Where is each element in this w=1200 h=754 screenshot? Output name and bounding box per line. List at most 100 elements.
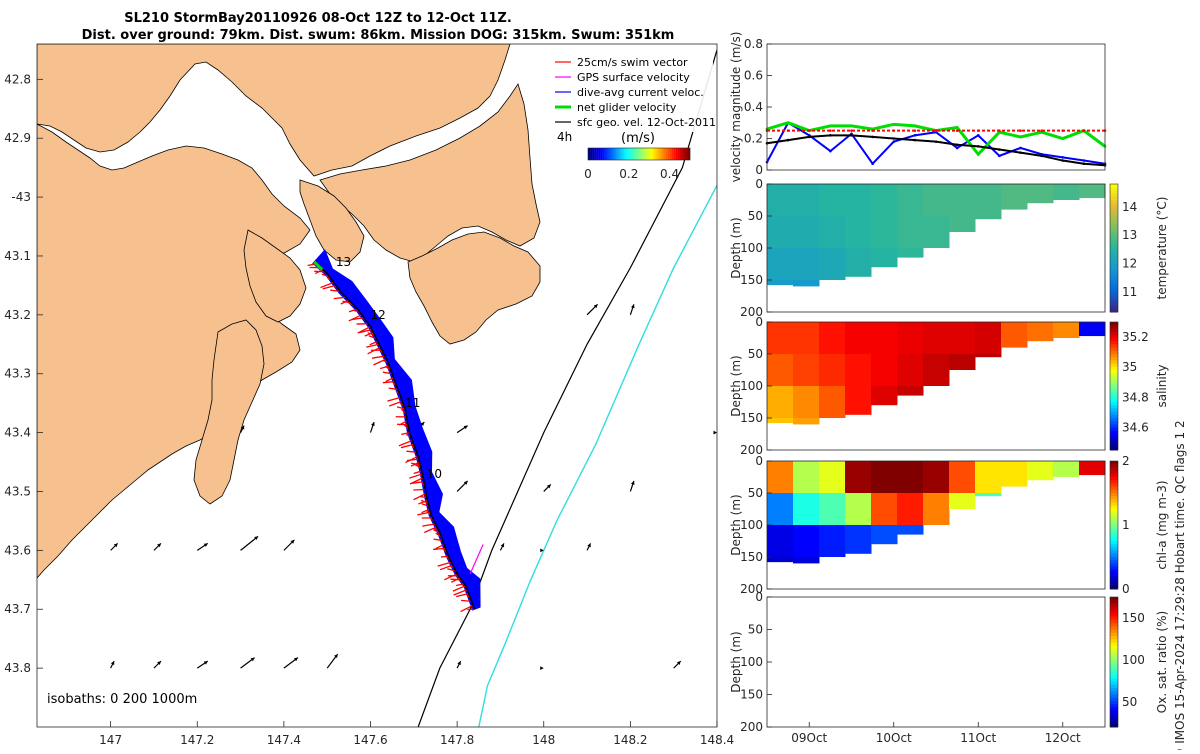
- temperature-cell: [819, 216, 846, 248]
- oxygen-colorbar-segment: [1110, 617, 1118, 621]
- velocity-point: [1040, 129, 1043, 132]
- chlorophyll-cell: [871, 493, 898, 525]
- salinity-cell: [975, 354, 1002, 357]
- salinity-colorbar-segment: [1110, 412, 1118, 416]
- velocity-point: [850, 125, 853, 128]
- chlorophyll-colorbar-segment: [1110, 570, 1118, 574]
- legend-label: 25cm/s swim vector: [577, 56, 688, 69]
- temperature-colorbar-segment: [1110, 184, 1118, 188]
- chlorophyll-colorbar-segment: [1110, 461, 1118, 465]
- temperature-colorbar-segment: [1110, 222, 1118, 226]
- salinity-cell: [819, 354, 846, 386]
- map-y-tick-label: 43.7: [4, 602, 31, 616]
- salinity-cell: [923, 322, 950, 354]
- chlorophyll-cell: [793, 557, 820, 563]
- velocity-y-tick-label: 0.8: [744, 37, 763, 51]
- colorbar-segment: [661, 148, 663, 160]
- velocity-point: [808, 136, 811, 139]
- colorbar-segment: [615, 148, 617, 160]
- chlorophyll-colorbar-segment: [1110, 544, 1118, 548]
- colorbar-segment: [604, 148, 606, 160]
- velocity-point: [935, 140, 938, 143]
- velocity-point: [829, 129, 832, 132]
- salinity-colorbar-tick: 34.6: [1122, 420, 1149, 434]
- chlorophyll-colorbar-segment: [1110, 557, 1118, 561]
- credit-text: © IMOS 15-Apr-2024 17:29:28 Hobart time.…: [1173, 420, 1187, 750]
- map-x-tick-label: 147.4: [267, 733, 301, 747]
- temperature-colorbar-tick: 11: [1122, 285, 1137, 299]
- salinity-colorbar-segment: [1110, 402, 1118, 406]
- temperature-colorbar-segment: [1110, 258, 1118, 262]
- chlorophyll-cell: [949, 493, 976, 509]
- temperature-cell: [871, 216, 898, 248]
- colorbar-segment: [643, 148, 645, 160]
- temperature-colorbar-segment: [1110, 229, 1118, 233]
- chlorophyll-colorbar-segment: [1110, 490, 1118, 494]
- oxygen-colorbar-segment: [1110, 633, 1118, 637]
- colorbar-segment: [639, 148, 641, 160]
- salinity-cell: [897, 386, 924, 396]
- chlorophyll-colorbar-segment: [1110, 525, 1118, 529]
- salinity-cell: [767, 354, 794, 386]
- colorbar-segment: [619, 148, 621, 160]
- chlorophyll-colorbar-tick: 2: [1122, 454, 1130, 468]
- temperature-cell: [975, 216, 1002, 219]
- swim-vector: [441, 556, 449, 557]
- temperature-colorbar-segment: [1110, 197, 1118, 201]
- colorbar-segment: [676, 148, 678, 160]
- swim-vector: [397, 424, 408, 425]
- oxygen-colorbar-segment: [1110, 652, 1118, 656]
- colorbar-segment: [659, 148, 661, 160]
- chlorophyll-colorbar-segment: [1110, 493, 1118, 497]
- colorbar-label: (m/s): [621, 131, 655, 146]
- temperature-cell: [949, 216, 976, 232]
- oxygen-colorbar-segment: [1110, 604, 1118, 608]
- salinity-colorbar-segment: [1110, 332, 1118, 336]
- salinity-colorbar-tick: 35: [1122, 360, 1137, 374]
- salinity-colorbar-segment: [1110, 357, 1118, 361]
- temperature-cell: [1001, 184, 1028, 210]
- temperature-colorbar-segment: [1110, 190, 1118, 194]
- chlorophyll-cell: [767, 461, 794, 493]
- temperature-colorbar-segment: [1110, 235, 1118, 239]
- map-y-tick-label: 43.8: [4, 661, 31, 675]
- temperature-cell: [897, 248, 924, 258]
- chlorophyll-colorbar-segment: [1110, 522, 1118, 526]
- temperature-colorbar-segment: [1110, 302, 1118, 306]
- salinity-colorbar-segment: [1110, 328, 1118, 332]
- salinity-cell: [845, 322, 872, 354]
- oxygen-colorbar-segment: [1110, 607, 1118, 611]
- oxygen-colorbar-segment: [1110, 685, 1118, 689]
- velocity-point: [1061, 156, 1064, 159]
- temperature-colorbar-segment: [1110, 296, 1118, 300]
- salinity-colorbar-segment: [1110, 348, 1118, 352]
- oxygen-colorbar-segment: [1110, 701, 1118, 705]
- oxygen-colorbar-segment: [1110, 672, 1118, 676]
- chlorophyll-colorbar-segment: [1110, 535, 1118, 539]
- colorbar-segment: [647, 148, 649, 160]
- temperature-colorbar-tick: 13: [1122, 228, 1137, 242]
- colorbar-segment: [631, 148, 633, 160]
- velocity-point: [977, 153, 980, 156]
- salinity-colorbar-segment: [1110, 437, 1118, 441]
- salinity-colorbar-segment: [1110, 428, 1118, 432]
- velocity-point: [998, 155, 1001, 158]
- oxygen-colorbar-segment: [1110, 649, 1118, 653]
- chlorophyll-colorbar-segment: [1110, 506, 1118, 510]
- map-y-tick-label: 43.1: [4, 249, 31, 263]
- chlorophyll-y-tick-label: 0: [755, 454, 763, 468]
- figure-title-line2: Dist. over ground: 79km. Dist. swum: 86k…: [82, 28, 675, 43]
- temperature-cell: [1079, 184, 1106, 198]
- temperature-colorbar-segment: [1110, 277, 1118, 281]
- track-day-label: 10: [427, 467, 442, 481]
- salinity-colorbar-segment: [1110, 408, 1118, 412]
- temperature-cell: [793, 248, 820, 280]
- salinity-colorbar-segment: [1110, 373, 1118, 377]
- salinity-cell: [1001, 322, 1028, 348]
- map-x-tick-label: 147: [99, 733, 122, 747]
- velocity-point: [892, 140, 895, 143]
- salinity-cell: [1027, 322, 1054, 341]
- colorbar-segment: [612, 148, 614, 160]
